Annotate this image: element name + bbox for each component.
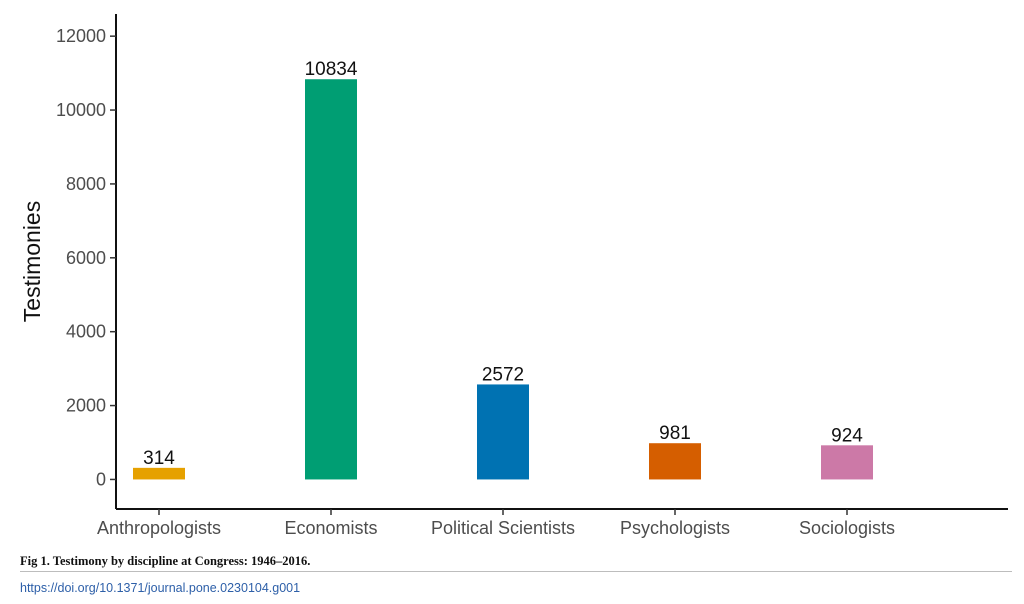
- x-category-label: Psychologists: [620, 518, 730, 538]
- y-tick-label: 8000: [66, 174, 106, 194]
- bar-sociologists[interactable]: [821, 445, 873, 480]
- caption-divider: [20, 571, 1012, 572]
- y-tick-label: 10000: [56, 100, 106, 120]
- bar-value-label: 2572: [482, 364, 524, 385]
- y-axis-title: Testimonies: [19, 201, 45, 322]
- doi-link[interactable]: https://doi.org/10.1371/journal.pone.023…: [20, 581, 301, 595]
- bar-value-label: 314: [143, 448, 175, 469]
- bar-political-scientists[interactable]: [477, 384, 529, 480]
- bar-anthropologists[interactable]: [133, 467, 185, 480]
- x-category-label: Anthropologists: [97, 518, 221, 538]
- bar-chart: 0 2000 4000 6000 8000 10000 12000 314 Anthropolo…: [19, 14, 1008, 538]
- bar-psychologists[interactable]: [649, 443, 701, 480]
- bar-economists[interactable]: [305, 79, 357, 480]
- x-category-label: Sociologists: [799, 518, 895, 538]
- y-tick-label: 2000: [66, 396, 106, 416]
- y-tick-label: 0: [96, 469, 106, 489]
- x-category-label: Political Scientists: [431, 518, 575, 538]
- bar-value-label: 981: [659, 423, 691, 444]
- bar-value-label: 10834: [305, 59, 358, 80]
- x-category-label: Economists: [284, 518, 377, 538]
- y-tick-label: 12000: [56, 26, 106, 46]
- y-tick-label: 4000: [66, 322, 106, 342]
- y-tick-label: 6000: [66, 248, 106, 268]
- bar-value-label: 924: [831, 425, 863, 446]
- figure-caption: Fig 1. Testimony by discipline at Congre…: [20, 554, 311, 568]
